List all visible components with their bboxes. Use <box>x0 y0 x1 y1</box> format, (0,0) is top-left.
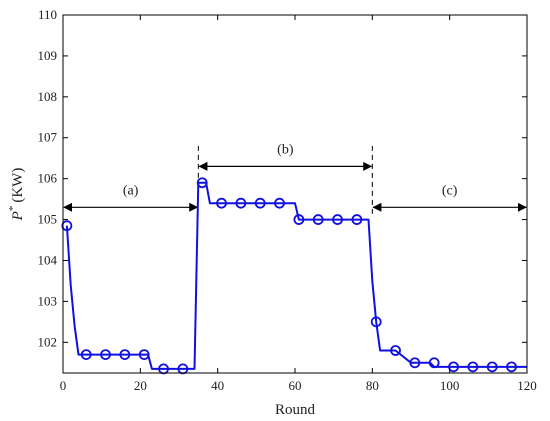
y-tick-label: 106 <box>38 171 58 186</box>
x-axis-label: Round <box>275 402 316 418</box>
y-tick-label: 109 <box>38 48 58 63</box>
data-point-marker <box>100 349 111 360</box>
data-point-marker <box>138 349 150 360</box>
data-point-marker <box>196 177 208 189</box>
data-point-marker <box>235 197 247 209</box>
data-point-marker <box>61 220 73 232</box>
x-tick-label: 40 <box>211 378 224 393</box>
data-point-marker <box>467 361 479 373</box>
data-point-marker <box>80 349 92 360</box>
y-axis-superscript: * <box>7 206 19 212</box>
y-tick-label: 107 <box>38 130 58 145</box>
y-tick-label: 102 <box>38 334 58 349</box>
phase-label: (c) <box>442 183 458 198</box>
data-point-marker <box>254 197 266 209</box>
data-point-marker <box>448 361 459 373</box>
data-point-marker <box>370 316 382 328</box>
y-tick-label: 103 <box>38 293 58 308</box>
data-point-marker <box>506 361 517 373</box>
data-point-marker <box>119 349 131 360</box>
x-tick-label: 20 <box>134 378 147 393</box>
data-point-marker <box>274 197 285 209</box>
data-point-marker <box>486 361 498 373</box>
y-tick-label: 105 <box>38 212 58 227</box>
x-tick-label: 100 <box>440 378 460 393</box>
phase-label: (b) <box>277 142 294 157</box>
x-tick-label: 120 <box>517 378 537 393</box>
phase-label: (a) <box>123 183 139 198</box>
x-tick-label: 60 <box>289 378 302 393</box>
data-point-marker <box>390 345 401 356</box>
y-axis-symbol: P <box>10 211 26 221</box>
y-axis-unit: (KW) <box>10 168 26 203</box>
data-point-marker <box>409 357 421 369</box>
y-tick-label: 108 <box>38 89 58 104</box>
y-tick-label: 104 <box>38 252 58 267</box>
data-point-marker <box>216 197 227 209</box>
data-point-marker <box>351 214 363 225</box>
data-point-marker <box>293 214 305 225</box>
data-point-marker <box>428 357 440 369</box>
x-tick-label: 80 <box>366 378 379 393</box>
axes-box <box>62 14 528 374</box>
data-point-marker <box>312 214 324 225</box>
data-point-marker <box>332 214 343 225</box>
y-axis-label: P* (KW) <box>7 168 26 222</box>
x-tick-label: 0 <box>60 378 67 393</box>
y-tick-label: 110 <box>38 7 57 22</box>
plot-area <box>63 15 527 373</box>
